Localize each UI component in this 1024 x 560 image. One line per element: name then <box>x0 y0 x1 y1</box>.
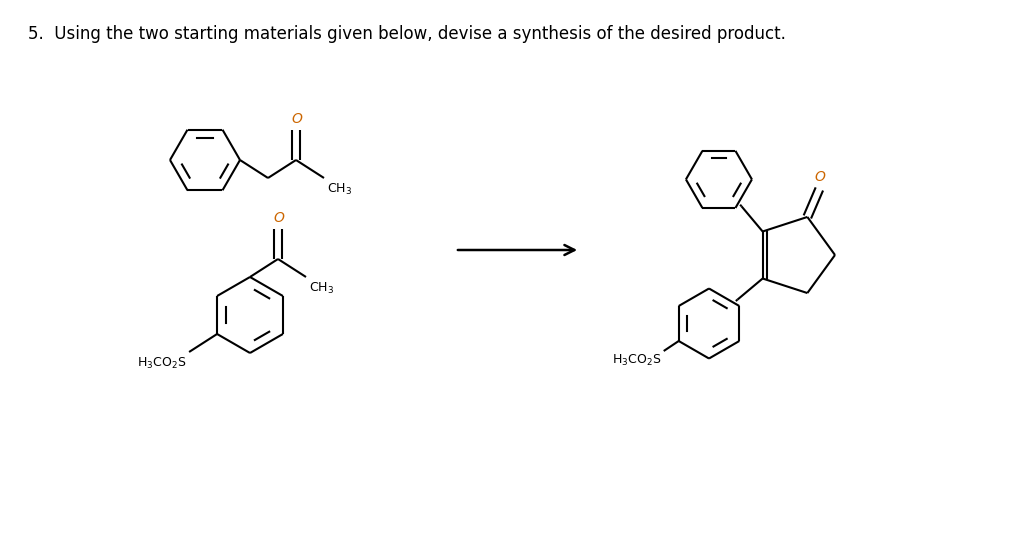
Text: O: O <box>292 112 302 126</box>
Text: CH$_3$: CH$_3$ <box>327 182 352 197</box>
Text: H$_3$CO$_2$S: H$_3$CO$_2$S <box>612 353 662 368</box>
Text: CH$_3$: CH$_3$ <box>309 281 334 296</box>
Text: 5.  Using the two starting materials given below, devise a synthesis of the desi: 5. Using the two starting materials give… <box>28 25 785 43</box>
Text: O: O <box>273 211 285 225</box>
Text: H$_3$CO$_2$S: H$_3$CO$_2$S <box>137 356 186 371</box>
Text: O: O <box>815 170 825 184</box>
